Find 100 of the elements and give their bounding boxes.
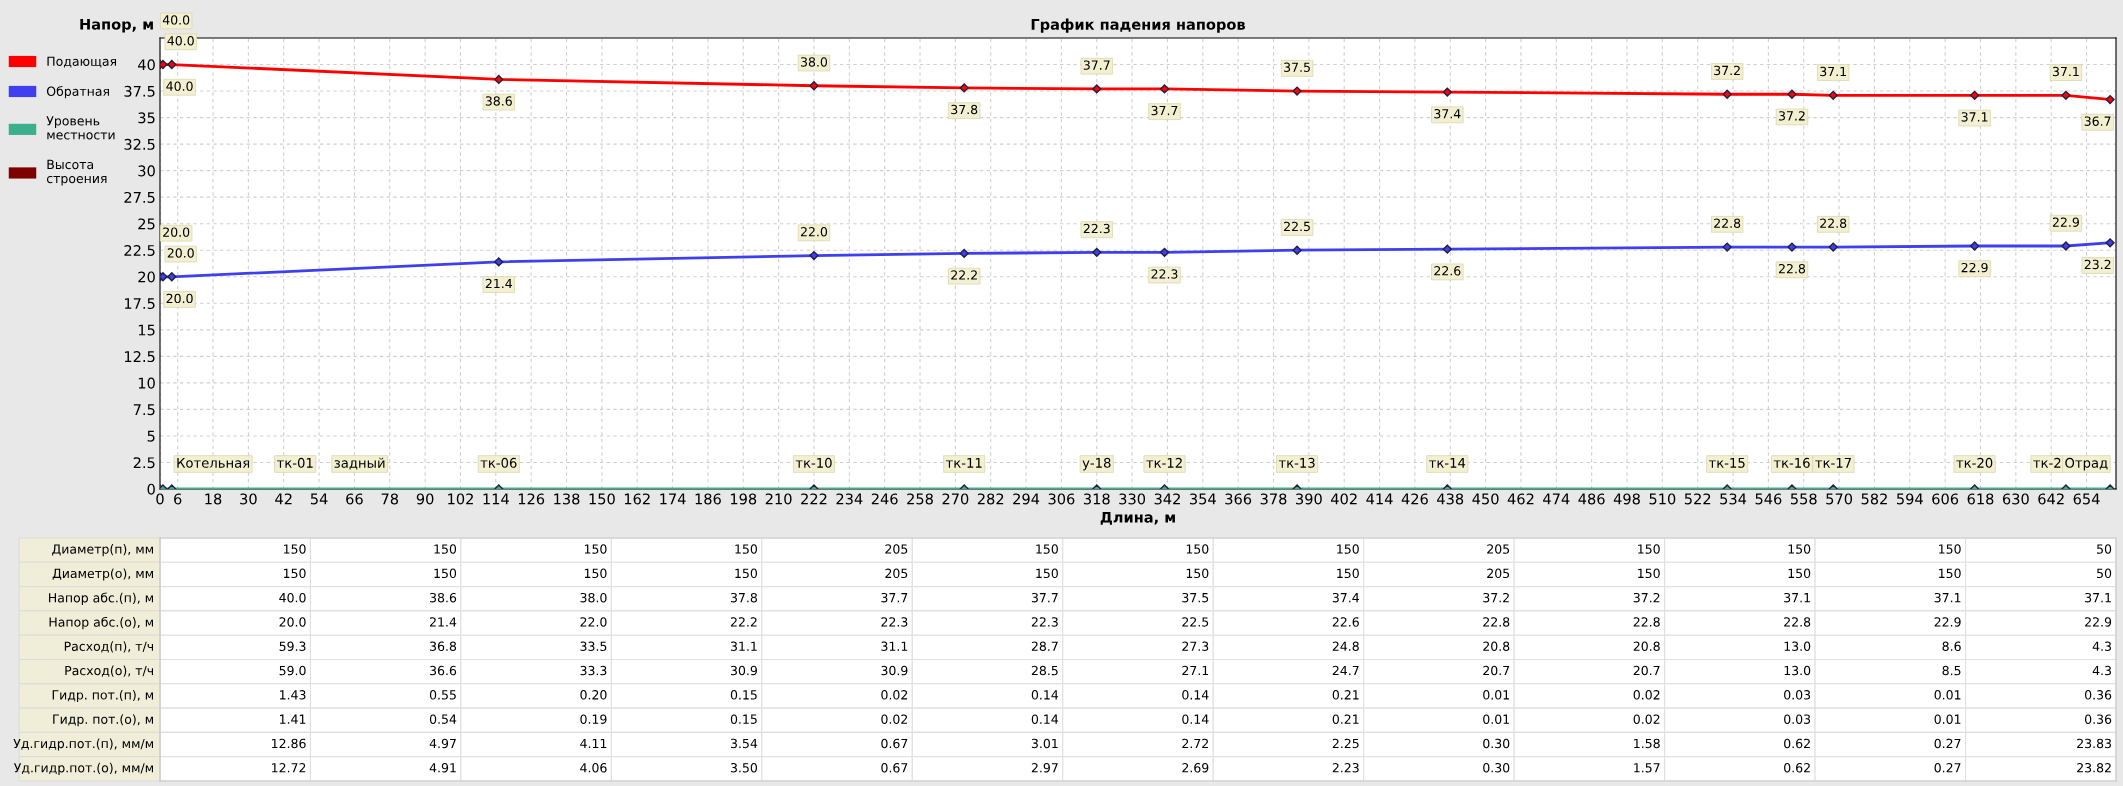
data-label: 1.43 xyxy=(280,690,306,700)
x-tick-label: 366 xyxy=(1225,493,1252,505)
x-tick-label: 630 xyxy=(2002,493,2029,505)
data-label: 37.2 xyxy=(1633,592,1660,603)
data-label: 0.03 xyxy=(1784,714,1811,724)
data-label: 150 xyxy=(1638,544,1660,554)
x-tick-label: 138 xyxy=(554,493,580,505)
data-label: 0.14 xyxy=(1182,690,1209,700)
data-label: 37.7 xyxy=(1031,592,1058,603)
data-label: 38.6 xyxy=(430,592,457,603)
data-label: 2.25 xyxy=(1332,738,1359,749)
data-label: 23.2 xyxy=(2084,259,2111,270)
data-label: 0.30 xyxy=(1483,763,1510,773)
data-label: 22.9 xyxy=(1934,617,1961,627)
data-label: 22.2 xyxy=(951,270,977,280)
data-label: 36.8 xyxy=(430,641,457,651)
data-label: 3.54 xyxy=(730,738,758,749)
annotation: Котельная xyxy=(177,458,250,468)
data-label: 150 xyxy=(1939,544,1961,554)
data-label: 37.5 xyxy=(1284,62,1310,72)
data-label: 30.9 xyxy=(881,665,908,676)
data-label: 12.72 xyxy=(272,763,306,773)
data-label: 150 xyxy=(283,568,306,579)
y-tick-label: 35 xyxy=(138,112,155,124)
data-label: 3.50 xyxy=(730,763,758,773)
data-label: 37.4 xyxy=(1332,592,1359,603)
x-tick-label: 354 xyxy=(1190,493,1216,505)
data-label: 0.03 xyxy=(1784,690,1811,700)
data-label: 2.69 xyxy=(1182,763,1209,773)
legend-label: Подающая xyxy=(47,56,117,68)
annotation: у-18 xyxy=(1082,457,1111,471)
data-label: 0.02 xyxy=(881,714,908,724)
data-label: 20.0 xyxy=(163,227,190,237)
data-label: 0.27 xyxy=(1934,738,1961,749)
x-tick-label: 294 xyxy=(1013,493,1040,505)
data-label: 0.36 xyxy=(2084,714,2112,724)
annotation: тк-2 xyxy=(2033,457,2061,468)
data-label: 150 xyxy=(735,544,758,554)
data-label: 150 xyxy=(1186,544,1209,554)
x-tick-label: 390 xyxy=(1296,493,1322,505)
data-label: 2.97 xyxy=(1031,763,1058,773)
data-label: 205 xyxy=(885,544,908,554)
data-label: 1.58 xyxy=(1634,738,1660,749)
data-label: 31.1 xyxy=(881,641,908,651)
x-tick-label: 402 xyxy=(1331,493,1357,505)
y-tick-label: 30 xyxy=(138,165,155,177)
x-tick-label: 282 xyxy=(977,493,1004,505)
y-tick-label: Гидр. пот.(п), м xyxy=(52,689,153,702)
data-label: 50 xyxy=(2097,544,2112,554)
y-tick-label: 25 xyxy=(138,218,155,230)
data-label: 150 xyxy=(1939,568,1961,579)
data-label: 24.7 xyxy=(1332,665,1359,676)
data-label: 150 xyxy=(283,544,306,554)
data-label: 0.15 xyxy=(730,714,757,724)
data-label: 38.0 xyxy=(801,57,828,67)
x-tick-label: 474 xyxy=(1543,493,1570,505)
data-label: 0.36 xyxy=(2084,690,2112,700)
data-label: 150 xyxy=(434,568,457,579)
data-label: 40.0 xyxy=(167,35,194,46)
annotation: тк-14 xyxy=(1429,458,1466,468)
data-label: 37.8 xyxy=(951,104,978,115)
x-tick-label: 378 xyxy=(1260,493,1287,505)
annotation: тк-12 xyxy=(1146,457,1182,468)
y-tick-label: 5 xyxy=(147,430,155,442)
data-label: 30.9 xyxy=(730,665,757,676)
data-label: 0.02 xyxy=(1633,690,1660,700)
data-label: 22.5 xyxy=(1284,221,1310,232)
data-label: 0.19 xyxy=(580,714,607,724)
data-label: 27.1 xyxy=(1182,665,1209,676)
data-label: 23.82 xyxy=(2077,763,2111,773)
y-tick-label: 2.5 xyxy=(133,457,155,469)
data-label: 36.7 xyxy=(2084,116,2111,126)
x-tick-label: 198 xyxy=(730,493,757,505)
y-tick-label: Напор абс.(п), м xyxy=(49,592,153,605)
y-tick-label: Расход(п), т/ч xyxy=(64,641,153,653)
annotation: тк-10 xyxy=(795,457,832,468)
x-tick-label: 330 xyxy=(1119,493,1146,505)
data-label: 20.0 xyxy=(279,617,306,627)
x-tick-label: 654 xyxy=(2073,493,2100,505)
y-tick-label: 27.5 xyxy=(124,191,155,203)
data-label: 150 xyxy=(584,544,607,554)
data-label: 20.0 xyxy=(167,248,194,258)
x-tick-label: 90 xyxy=(416,493,434,505)
data-label: 150 xyxy=(735,568,758,579)
annotation: тк-11 xyxy=(945,458,982,468)
x-tick-label: 618 xyxy=(1967,493,1994,505)
data-label: 0.21 xyxy=(1332,690,1359,700)
x-tick-label: 438 xyxy=(1437,493,1464,505)
data-label: 27.3 xyxy=(1182,641,1209,651)
y-tick-label: Уд.гидр.пот.(п), мм/м xyxy=(13,738,153,751)
data-label: 28.5 xyxy=(1031,665,1058,676)
x-tick-label: 318 xyxy=(1083,493,1110,505)
y-tick-label: 32.5 xyxy=(124,138,155,150)
legend-label: Обратная xyxy=(46,86,109,99)
x-tick-label: 66 xyxy=(346,493,363,505)
data-label: 22.3 xyxy=(1031,617,1058,627)
y-tick-label: 37.5 xyxy=(124,85,155,97)
x-tick-label: 594 xyxy=(1897,493,1923,505)
data-label: 0.54 xyxy=(429,714,457,724)
x-tick-label: 558 xyxy=(1790,493,1817,505)
